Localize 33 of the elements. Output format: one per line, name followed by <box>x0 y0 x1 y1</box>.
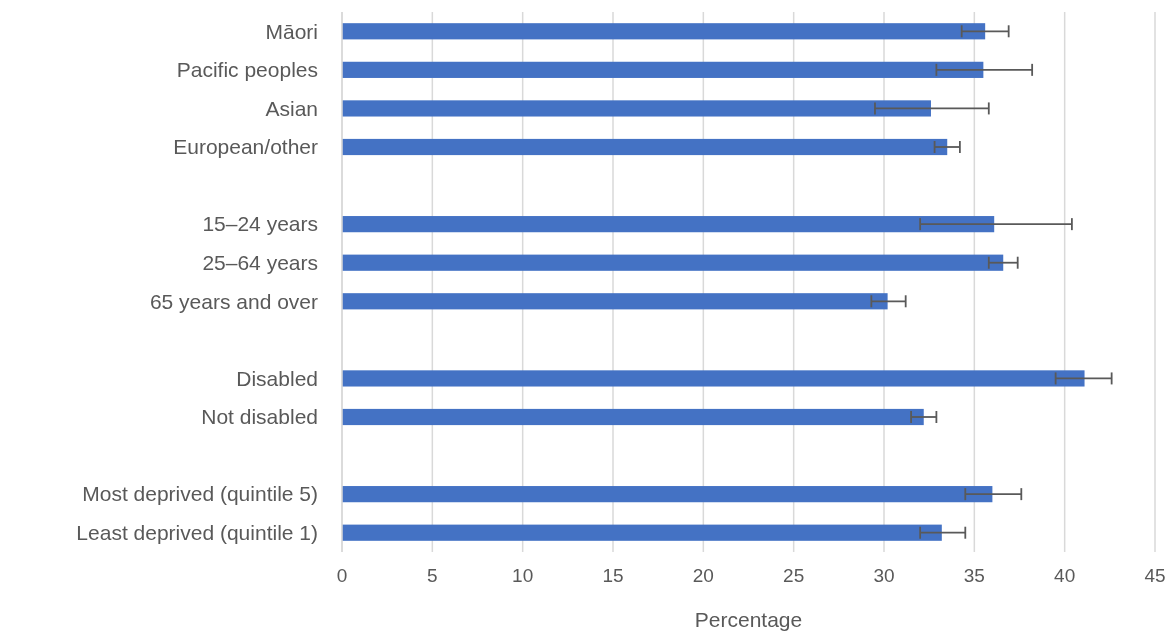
bar <box>342 524 942 541</box>
bar <box>342 486 993 503</box>
y-tick-label: Not disabled <box>201 405 318 429</box>
y-tick-label: Pacific peoples <box>176 58 318 82</box>
y-tick-label: Asian <box>265 96 318 120</box>
y-tick-label: European/other <box>173 135 318 159</box>
bar <box>342 254 1004 271</box>
x-tick-label: 40 <box>1054 565 1076 586</box>
x-tick-label: 10 <box>512 565 534 586</box>
x-tick-label: 25 <box>783 565 805 586</box>
y-tick-label: Least deprived (quintile 1) <box>76 521 318 545</box>
x-tick-label: 5 <box>427 565 438 586</box>
y-tick-label: 15–24 years <box>202 212 318 236</box>
bar <box>342 293 888 310</box>
y-tick-label: Māori <box>265 19 318 43</box>
bar <box>342 138 948 156</box>
bar <box>342 23 986 40</box>
y-tick-label: 65 years and over <box>149 289 318 313</box>
x-tick-label: 20 <box>692 565 714 586</box>
x-tick-label: 45 <box>1144 565 1166 586</box>
bar <box>342 100 931 117</box>
y-tick-label: Most deprived (quintile 5) <box>82 482 318 506</box>
bar <box>342 216 995 233</box>
bar <box>342 61 984 78</box>
bar <box>342 370 1085 387</box>
x-axis-title: Percentage <box>694 608 803 631</box>
x-tick-label: 35 <box>963 565 985 586</box>
x-tick-label: 30 <box>873 565 895 586</box>
x-tick-label: 0 <box>336 565 348 586</box>
bar <box>342 408 924 426</box>
x-tick-label: 15 <box>602 565 624 586</box>
y-tick-label: 25–64 years <box>202 251 318 275</box>
y-tick-label: Disabled <box>236 366 318 390</box>
